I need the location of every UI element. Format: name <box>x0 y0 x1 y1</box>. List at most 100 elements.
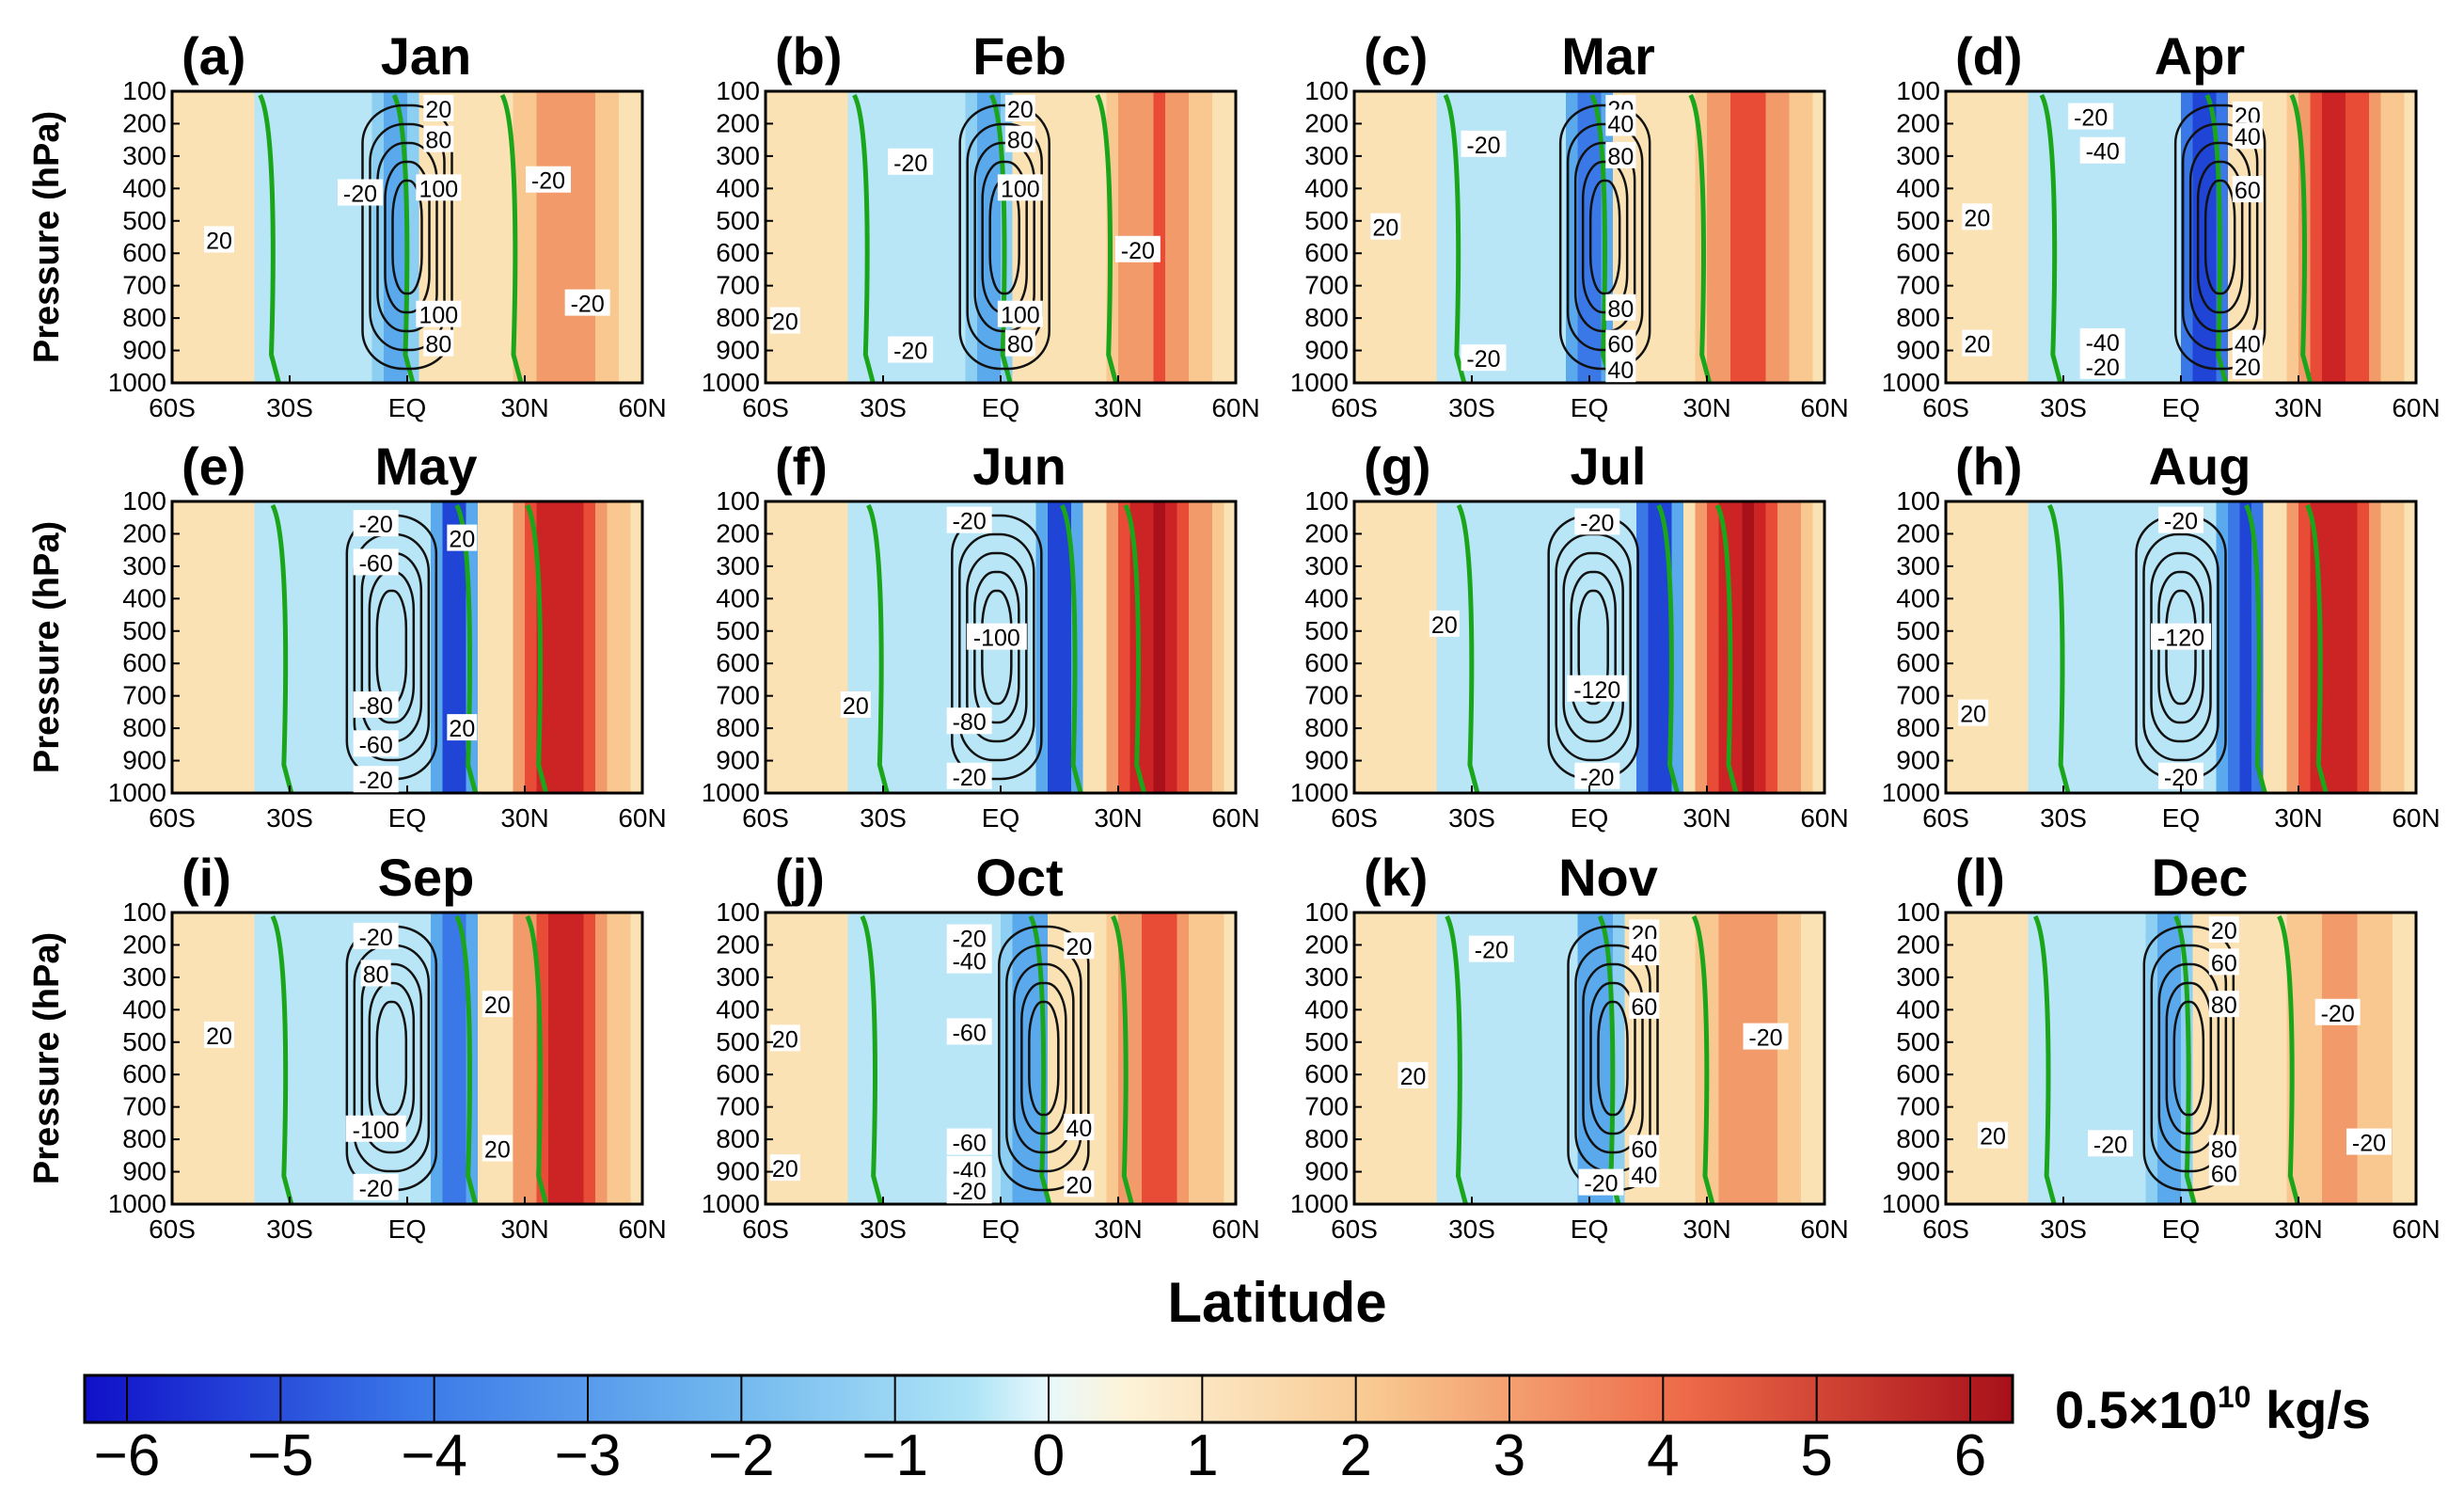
shading-strip <box>930 91 943 383</box>
contour-label: 40 <box>1607 111 1634 137</box>
shading-strip <box>243 91 256 383</box>
colorbar-tick-label: −3 <box>555 1423 622 1488</box>
shading-strip <box>860 913 873 1204</box>
shading-strip <box>2098 501 2111 793</box>
y-tick-label: 200 <box>1896 929 1940 959</box>
panel-aug: 20-20-120-20(h) Aug1002003004005006007008… <box>1882 436 2440 833</box>
contour-label: -100 <box>973 626 1020 652</box>
contour-label: 80 <box>425 128 451 154</box>
shading-strip <box>384 91 397 383</box>
contour-label-bg <box>2208 1135 2239 1162</box>
shading-strip <box>183 501 197 793</box>
shading-strip <box>1436 501 1449 793</box>
contour-label-bg <box>482 991 513 1018</box>
contour-label-bg <box>1962 203 1993 230</box>
contour-line <box>1570 570 1617 724</box>
x-tick-label: 60S <box>149 803 196 833</box>
shading-strip <box>1425 913 1438 1204</box>
shading-strip <box>2016 913 2030 1204</box>
contour-label-bg <box>338 179 383 206</box>
shading-strip <box>1683 913 1697 1204</box>
contour-label: 20 <box>484 992 511 1019</box>
y-tick-label: 800 <box>1304 1124 1349 1153</box>
y-tick-label: 500 <box>1304 1027 1349 1056</box>
shading-strip <box>1425 91 1438 383</box>
contour-label: -20 <box>571 292 605 318</box>
y-tick-label: 900 <box>1304 746 1349 775</box>
contour-label-bg <box>946 1177 992 1204</box>
contour-label: 20 <box>1066 934 1092 960</box>
contour-label: 60 <box>2211 950 2237 976</box>
contour-label-bg <box>1958 699 1989 726</box>
zero-contour <box>499 93 524 384</box>
contour-label: -20 <box>359 1176 393 1202</box>
contour-label: -20 <box>1580 510 1614 536</box>
y-tick-label: 900 <box>122 746 166 775</box>
shading-strip <box>1577 501 1590 793</box>
colorbar-tick-label: 0 <box>1033 1423 1065 1488</box>
contour-label: -120 <box>2157 626 2204 652</box>
contour-label: -40 <box>2086 330 2120 357</box>
zero-contour <box>1714 503 1739 794</box>
contour-line <box>1597 1000 1629 1117</box>
x-tick-label: 30N <box>2274 803 2322 833</box>
shading-strip <box>1212 913 1225 1204</box>
zero-contour <box>270 503 294 794</box>
contour-label: -60 <box>359 550 393 577</box>
contour-line <box>361 103 453 371</box>
shading-strip <box>930 501 943 793</box>
shading-strip <box>2087 913 2100 1204</box>
shading-strip <box>172 91 185 383</box>
shading-strip <box>548 913 561 1204</box>
shading-strip <box>2075 501 2088 793</box>
shading-strip <box>254 91 267 383</box>
y-tick-label: 600 <box>1896 648 1940 677</box>
contour-label: 20 <box>206 228 232 254</box>
contour-label-bg <box>423 94 454 121</box>
contour-label-bg <box>888 336 934 363</box>
contour-label-bg <box>1429 610 1460 637</box>
contour-line <box>951 514 1043 781</box>
shading-strip <box>442 913 455 1204</box>
y-tick-label: 300 <box>716 962 760 992</box>
contour-label-bg <box>2232 176 2263 203</box>
y-tick-label: 100 <box>122 76 166 105</box>
y-tick-label: 900 <box>1896 336 1940 365</box>
contour-line <box>1566 122 1644 352</box>
shading-strip <box>2333 91 2346 383</box>
shading-strip <box>1165 91 1178 383</box>
contour-label-bg <box>2158 506 2203 533</box>
shading-strip <box>348 91 361 383</box>
shading-strip <box>1777 91 1791 383</box>
contour-label: -80 <box>953 709 987 736</box>
panel-label: (k) <box>1364 848 1428 907</box>
contour-label-bg <box>482 1135 513 1162</box>
contour-label-bg <box>2151 623 2211 650</box>
shading-strip <box>1048 501 1061 793</box>
contour-label-bg <box>416 174 462 201</box>
shading-strip <box>1742 501 1755 793</box>
panel-title: Nov <box>1558 848 1658 907</box>
y-tick-label: 100 <box>122 897 166 927</box>
y-tick-label: 900 <box>1304 1157 1349 1186</box>
y-tick-label: 200 <box>122 929 166 959</box>
shading-strip <box>1695 501 1708 793</box>
contour-cell <box>998 925 1090 1192</box>
panel-label: (j) <box>775 848 825 907</box>
shading-strip <box>836 501 849 793</box>
contour-label: 100 <box>1001 176 1040 202</box>
contour-label-bg <box>2079 136 2125 164</box>
x-tick-label: 60N <box>1800 393 1848 422</box>
y-tick-label: 1000 <box>1290 778 1349 807</box>
zero-contour <box>1111 914 1134 1205</box>
shading-strip <box>2404 91 2417 383</box>
contour-label: 20 <box>772 1026 798 1053</box>
shading-strip <box>1981 913 1994 1204</box>
y-tick-label: 600 <box>1304 238 1349 267</box>
shading-strip <box>824 913 837 1204</box>
shading-strip <box>1165 501 1178 793</box>
shading-field <box>1354 913 1825 1204</box>
shading-strip <box>2239 913 2252 1204</box>
shading-strip <box>1366 913 1379 1204</box>
